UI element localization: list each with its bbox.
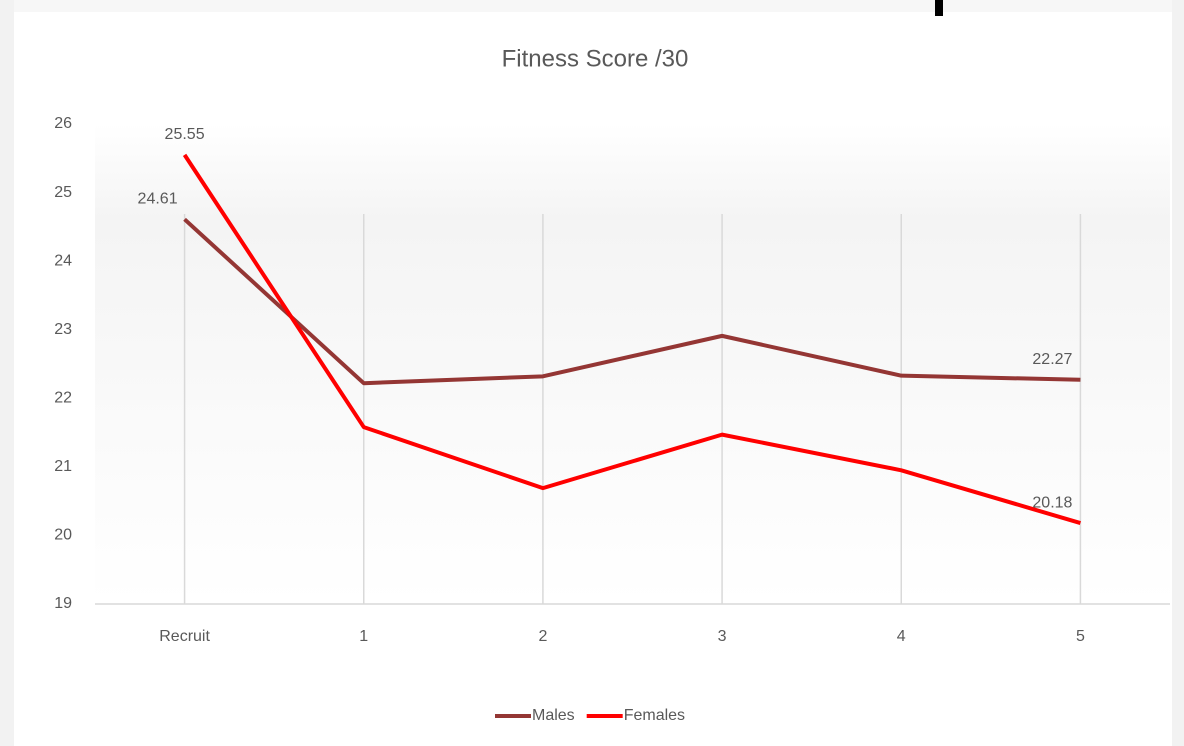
x-tick-label: 3 xyxy=(718,628,727,645)
legend-label: Females xyxy=(624,707,685,724)
data-label: 24.61 xyxy=(138,191,178,208)
y-tick-label: 25 xyxy=(54,184,72,201)
y-tick-label: 22 xyxy=(54,390,72,407)
data-label: 22.27 xyxy=(1032,351,1072,368)
x-tick-label: Recruit xyxy=(159,628,210,645)
y-tick-label: 23 xyxy=(54,321,72,338)
x-tick-label: 2 xyxy=(538,628,547,645)
line-series xyxy=(183,217,1081,386)
black-mark xyxy=(935,0,943,16)
x-tick-label: 4 xyxy=(897,628,906,645)
y-tick-label: 26 xyxy=(54,115,72,132)
left-border xyxy=(0,0,14,746)
y-tick-label: 19 xyxy=(54,595,72,612)
data-label: 20.18 xyxy=(1032,494,1072,511)
right-border xyxy=(1172,0,1184,746)
x-tick-label: 5 xyxy=(1076,628,1085,645)
chart-title: Fitness Score /30 xyxy=(502,45,689,72)
legend-label: Males xyxy=(532,707,575,724)
plot-area xyxy=(95,124,1170,604)
top-border xyxy=(14,0,1172,12)
y-tick-label: 21 xyxy=(54,458,72,475)
data-label: 25.55 xyxy=(165,126,205,143)
y-tick-label: 20 xyxy=(54,527,72,544)
y-tick-label: 24 xyxy=(54,252,72,269)
x-tick-label: 1 xyxy=(359,628,368,645)
line-series xyxy=(182,153,1081,526)
